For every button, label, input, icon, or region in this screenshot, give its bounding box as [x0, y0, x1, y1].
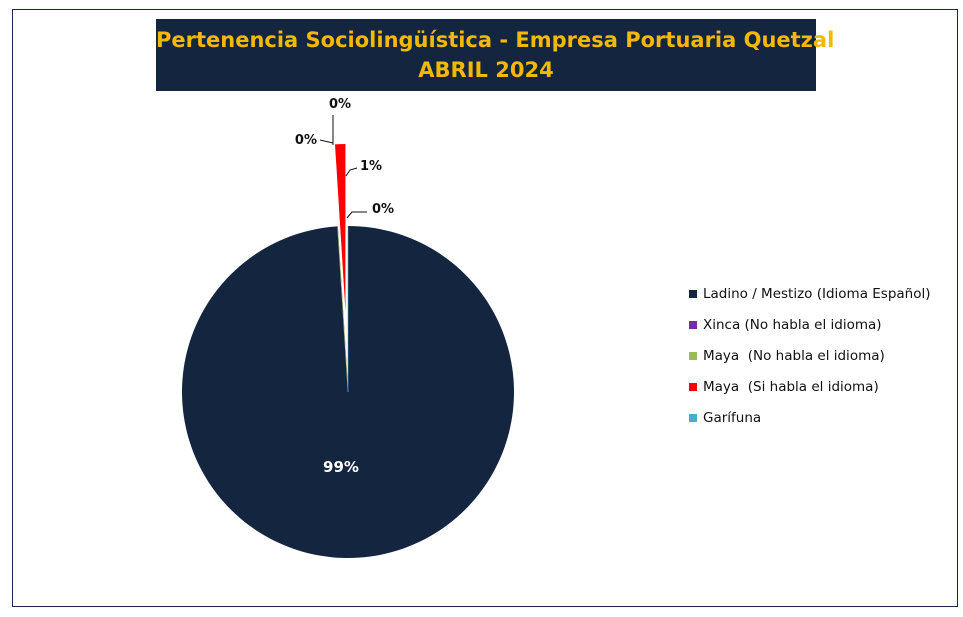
legend-swatch — [689, 320, 697, 329]
chart-title: Pertenencia Sociolingüística - Empresa P… — [156, 28, 835, 52]
legend-label: Ladino / Mestizo (Idioma Español) — [703, 285, 931, 302]
data-label-maya-si-habla-el-idioma: 1% — [360, 159, 382, 174]
legend-swatch — [689, 289, 697, 298]
legend-label: Garífuna — [703, 409, 762, 426]
leader-line-maya-si-habla-el-idioma — [345, 167, 358, 177]
legend: Ladino / Mestizo (Idioma Español) Xinca (… — [689, 278, 931, 433]
slice-maya-si-habla-el-idioma — [335, 144, 346, 311]
legend-label: Xinca (No habla el idioma) — [703, 316, 882, 333]
legend-swatch — [689, 382, 697, 391]
legend-item-ladino-mestizo-idioma-espanol: Ladino / Mestizo (Idioma Español) — [689, 278, 931, 309]
leader-line-xinca-no-habla-el-idioma — [319, 139, 334, 144]
slice-maya-no-habla-el-idioma — [337, 226, 349, 393]
leader-lines — [319, 115, 367, 219]
chart-title-box: Pertenencia Sociolingüística - Empresa P… — [156, 19, 835, 91]
chart-subtitle: ABRIL 2024 — [418, 58, 554, 82]
legend-item-garifuna: Garífuna — [689, 402, 931, 433]
pie-slices — [181, 144, 514, 558]
legend-item-xinca-no-habla-el-idioma: Xinca (No habla el idioma) — [689, 309, 931, 340]
data-label-ladino-mestizo-idioma-espanol: 99% — [323, 458, 359, 476]
legend-label: Maya (Si habla el idioma) — [703, 378, 879, 395]
data-label-garifuna: 0% — [372, 202, 394, 217]
legend-label: Maya (No habla el idioma) — [703, 347, 885, 364]
data-label-maya-no-habla-el-idioma: 0% — [329, 97, 351, 112]
legend-swatch — [689, 413, 697, 422]
leader-line-garifuna — [346, 211, 367, 219]
legend-swatch — [689, 351, 697, 360]
legend-item-maya-no-habla-el-idioma: Maya (No habla el idioma) — [689, 340, 931, 371]
data-label-xinca-no-habla-el-idioma: 0% — [295, 133, 317, 148]
legend-item-maya-si-habla-el-idioma: Maya (Si habla el idioma) — [689, 371, 931, 402]
data-labels: 99% 0% 0% 1% 0% — [295, 97, 394, 476]
